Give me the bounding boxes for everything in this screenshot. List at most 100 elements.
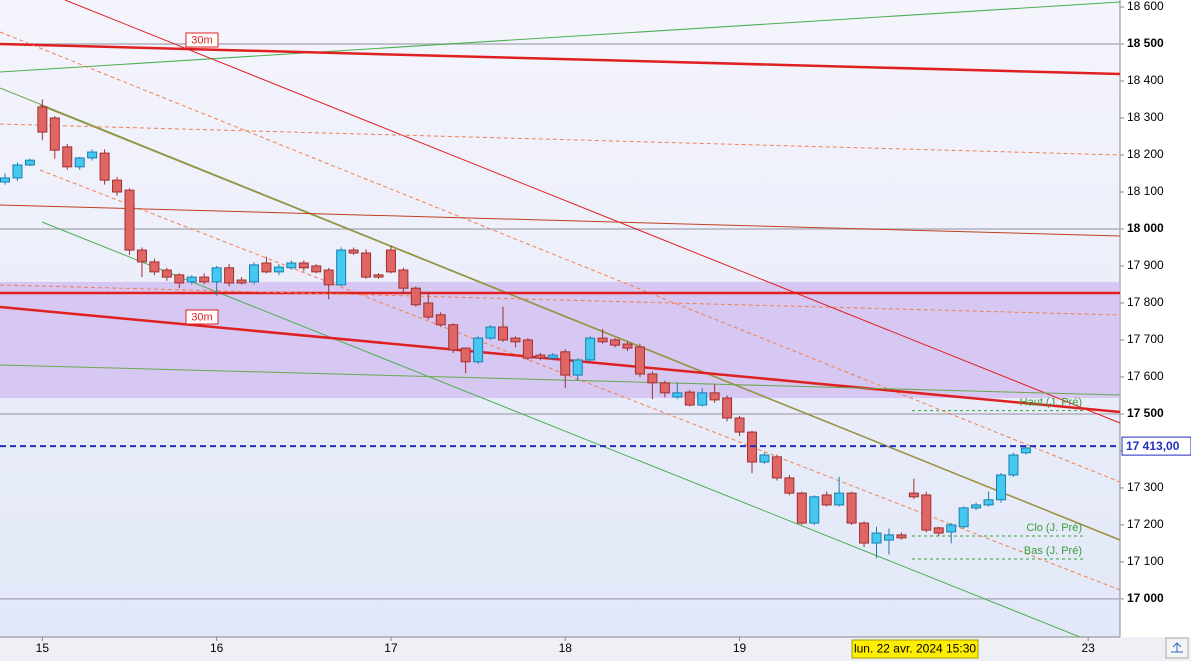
- y-tick-label: 18 200: [1127, 147, 1164, 161]
- candle-body: [634, 346, 645, 375]
- candle-body: [659, 382, 670, 394]
- last-price-label: 17 413,00: [1126, 439, 1180, 453]
- trend-line: [0, 1, 1121, 73]
- candle-body: [37, 106, 48, 133]
- candle-body: [273, 266, 284, 273]
- candle-body: [311, 265, 322, 273]
- y-tick-label: 18 500: [1127, 36, 1164, 50]
- candle-body: [809, 496, 820, 524]
- candle-body: [859, 522, 870, 544]
- axis-background: [1120, 0, 1191, 661]
- y-tick-label: 17 900: [1127, 258, 1164, 272]
- candle-body: [585, 337, 596, 361]
- trend-line: [64, 0, 1121, 424]
- candle-body: [161, 269, 172, 278]
- candle-body: [174, 274, 185, 284]
- candle-body: [572, 359, 583, 376]
- candle-body: [672, 392, 683, 398]
- y-tick-label: 17 800: [1127, 295, 1164, 309]
- candle-body: [485, 326, 496, 339]
- candle-body: [647, 373, 658, 384]
- candle-body: [87, 151, 98, 159]
- x-tick-label: 18: [559, 641, 573, 655]
- candle-body: [722, 397, 733, 419]
- candle-body: [560, 351, 571, 376]
- candle-body: [1008, 454, 1019, 476]
- candle-body: [784, 477, 795, 494]
- candle-body: [12, 164, 23, 179]
- candle-body: [448, 324, 459, 351]
- candle-body: [136, 249, 147, 263]
- settings-icon: [1171, 642, 1183, 653]
- trend-line: [0, 364, 1121, 396]
- candle-body: [99, 152, 110, 181]
- candle-body: [336, 249, 347, 286]
- trend-line: [0, 31, 1121, 483]
- candle-body: [410, 287, 421, 306]
- zone: [0, 281, 1120, 399]
- candle-body: [460, 347, 471, 363]
- candle-body: [522, 339, 533, 359]
- candle-body: [24, 159, 35, 166]
- y-tick-label: 17 700: [1127, 332, 1164, 346]
- candle-body: [883, 534, 894, 541]
- trend-line: [39, 104, 1121, 541]
- candle-body: [149, 261, 160, 273]
- y-tick-label: 17 000: [1127, 591, 1164, 605]
- candle-body: [186, 276, 197, 283]
- level-label: Bas (J. Pré): [1024, 545, 1082, 557]
- x-tick-label: 15: [36, 641, 50, 655]
- candle-body: [498, 326, 508, 341]
- candle-body: [199, 276, 210, 283]
- y-tick-label: 18 100: [1127, 184, 1164, 198]
- y-tick-label: 18 600: [1127, 0, 1164, 13]
- candle-body: [821, 494, 832, 506]
- candle-body: [473, 337, 484, 363]
- candle-body: [348, 249, 359, 254]
- x-tick-label: 23: [1081, 641, 1095, 655]
- candle-body: [124, 189, 135, 251]
- y-tick-label: 17 500: [1127, 406, 1164, 420]
- candle-body: [323, 269, 334, 286]
- y-tick-label: 17 600: [1127, 369, 1164, 383]
- x-tick-label: 16: [210, 641, 224, 655]
- y-tick-label: 18 000: [1127, 221, 1164, 235]
- candle-body: [684, 391, 695, 406]
- candle-body: [74, 157, 85, 168]
- candle-body: [946, 524, 957, 533]
- candle-body: [398, 269, 409, 289]
- y-tick-label: 17 100: [1127, 554, 1164, 568]
- candle-body: [112, 179, 123, 193]
- level-label: Clo (J. Pré): [1026, 522, 1082, 534]
- candle-body: [971, 504, 982, 509]
- candle-body: [709, 392, 720, 401]
- annotation: 30m: [191, 34, 212, 46]
- y-tick-label: 17 300: [1127, 480, 1164, 494]
- crosshair-box: [851, 639, 979, 659]
- annotation: 30m: [191, 311, 212, 323]
- candle-body: [622, 343, 633, 349]
- y-tick-label: 18 400: [1127, 73, 1164, 87]
- candle-body: [610, 339, 621, 346]
- candle-body: [908, 492, 919, 498]
- candle-body: [510, 337, 521, 343]
- candle-body: [0, 177, 10, 183]
- candle-body: [224, 267, 235, 284]
- candle-body: [796, 492, 807, 524]
- y-tick-label: 18 300: [1127, 110, 1164, 124]
- candle-body: [896, 534, 907, 539]
- x-axis-background: [0, 637, 1191, 661]
- candle-body: [373, 274, 384, 278]
- candle-body: [958, 507, 969, 528]
- level-label: Haut (J. Pré): [1020, 397, 1082, 409]
- candle-body: [62, 146, 73, 168]
- candle-body: [983, 499, 994, 506]
- candle-body: [249, 264, 259, 283]
- candle-body: [759, 454, 770, 463]
- candle-body: [871, 532, 882, 544]
- candle-body: [435, 314, 446, 326]
- annotation-box: [185, 309, 219, 325]
- candle-body: [996, 474, 1006, 501]
- last-price-box: [1121, 436, 1191, 456]
